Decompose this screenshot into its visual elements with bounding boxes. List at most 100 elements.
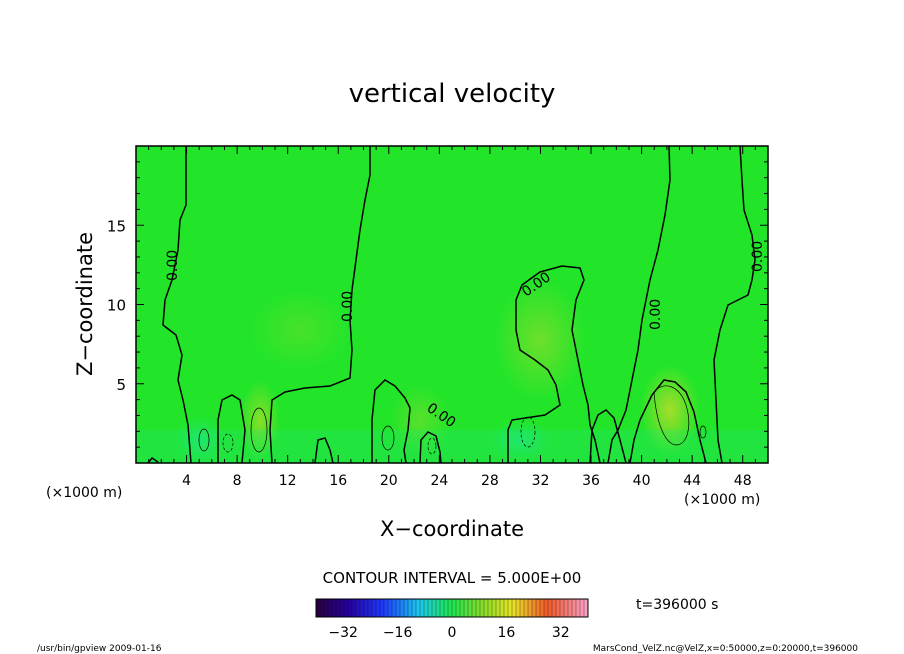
contour-label: 0.00 (750, 241, 766, 272)
colorbar-cell (576, 599, 581, 617)
colorbar-cell (424, 599, 429, 617)
contour-line (217, 394, 246, 463)
colorbar-cell (456, 599, 461, 617)
contour-interval-text: CONTOUR INTERVAL = 5.000E+00 (323, 569, 582, 587)
colorbar-cell (536, 599, 541, 617)
colorbar-cell (388, 599, 393, 617)
y-tick-label: 5 (116, 376, 126, 394)
x-unit-label-right: (×1000 m) (684, 492, 760, 508)
y-axis-ticks: 5 10 15 (107, 161, 768, 448)
colorbar-cell (436, 599, 441, 617)
time-label: t=396000 s (636, 597, 718, 613)
plot-area: 0.00 0.00 0.00 0.00 0.00 0.00 4 8 12 16 20 24… (107, 145, 769, 489)
y-tick-label: 15 (107, 217, 126, 235)
field-shading (136, 280, 768, 463)
contour-line (147, 456, 159, 463)
contour-line (607, 146, 671, 463)
colorbar-cell (440, 599, 445, 617)
colorbar-cell (472, 599, 477, 617)
colorbar-cell (540, 599, 545, 617)
contour-label: 0.00 (165, 250, 181, 281)
colorbar-cell (552, 599, 557, 617)
colorbar-cell (392, 599, 397, 617)
contour-loop (699, 425, 707, 439)
colorbar-cell (328, 599, 333, 617)
contour-line (419, 431, 442, 463)
colorbar-cell (420, 599, 425, 617)
contour-lines (147, 146, 756, 463)
colorbar-cell (560, 599, 565, 617)
colorbar-cell (448, 599, 453, 617)
x-tick-label: 16 (329, 473, 347, 489)
contour-line (314, 437, 334, 463)
x-tick-label: 24 (430, 473, 448, 489)
contour-label: 0.00 (648, 299, 664, 330)
colorbar-cell (548, 599, 553, 617)
colorbar: −32 −16 0 16 32 (315, 598, 589, 641)
colorbar-cell (408, 599, 413, 617)
colorbar-cell (416, 599, 421, 617)
x-tick-label: 32 (532, 473, 550, 489)
colorbar-cell (316, 599, 321, 617)
contour-line (269, 146, 371, 463)
colorbar-cell (528, 599, 533, 617)
colorbar-cell (544, 599, 549, 617)
colorbar-cell (532, 599, 537, 617)
colorbar-cells (315, 599, 589, 617)
contour-line (507, 265, 601, 463)
colorbar-cell (556, 599, 561, 617)
x-tick-label: 8 (233, 473, 242, 489)
x-tick-label: 12 (279, 473, 297, 489)
colorbar-cell (344, 599, 349, 617)
colorbar-cell (516, 599, 521, 617)
colorbar-cell (396, 599, 401, 617)
colorbar-tick-label: 0 (448, 625, 457, 641)
contour-dashed (222, 433, 234, 453)
colorbar-cell (412, 599, 417, 617)
colorbar-cell (432, 599, 437, 617)
colorbar-cell (492, 599, 497, 617)
colorbar-cell (468, 599, 473, 617)
colorbar-cell (580, 599, 585, 617)
contour-line (713, 146, 756, 463)
colorbar-cell (324, 599, 329, 617)
colorbar-cell (476, 599, 481, 617)
colorbar-cell (496, 599, 501, 617)
footer-right: MarsCond_VelZ.nc@VelZ,x=0:50000,z=0:2000… (593, 644, 858, 654)
y-tick-label: 10 (107, 297, 126, 315)
colorbar-cell (508, 599, 513, 617)
colorbar-cell (356, 599, 361, 617)
colorbar-cell (364, 599, 369, 617)
contour-loop (198, 428, 210, 452)
contour-line (371, 379, 411, 463)
colorbar-ticks: −32 −16 0 16 32 (328, 625, 569, 641)
x-tick-label: 28 (481, 473, 499, 489)
colorbar-cell (332, 599, 337, 617)
colorbar-cell (340, 599, 345, 617)
colorbar-tick-label: 16 (497, 625, 515, 641)
colorbar-cell (484, 599, 489, 617)
footer-left: /usr/bin/gpview 2009-01-16 (37, 644, 162, 654)
chart-title: vertical velocity (349, 79, 556, 109)
x-axis-label: X−coordinate (380, 517, 524, 541)
colorbar-cell (460, 599, 465, 617)
x-unit-label-left: (×1000 m) (46, 485, 122, 501)
colorbar-cell (400, 599, 405, 617)
y-axis-label: Z−coordinate (73, 232, 97, 376)
x-axis-ticks: 4 8 12 16 20 24 28 32 36 40 44 48 (148, 146, 756, 489)
x-tick-label: 20 (380, 473, 398, 489)
colorbar-tick-label: 32 (552, 625, 570, 641)
x-tick-label: 44 (683, 473, 701, 489)
colorbar-cell (504, 599, 509, 617)
contour-label: 0.00 (340, 291, 356, 322)
contour-loop (653, 385, 690, 446)
colorbar-cell (444, 599, 449, 617)
colorbar-cell (572, 599, 577, 617)
colorbar-cell (352, 599, 357, 617)
colorbar-cell (336, 599, 341, 617)
colorbar-cell (564, 599, 569, 617)
colorbar-cell (404, 599, 409, 617)
colorbar-cell (376, 599, 381, 617)
colorbar-frame (315, 598, 589, 618)
